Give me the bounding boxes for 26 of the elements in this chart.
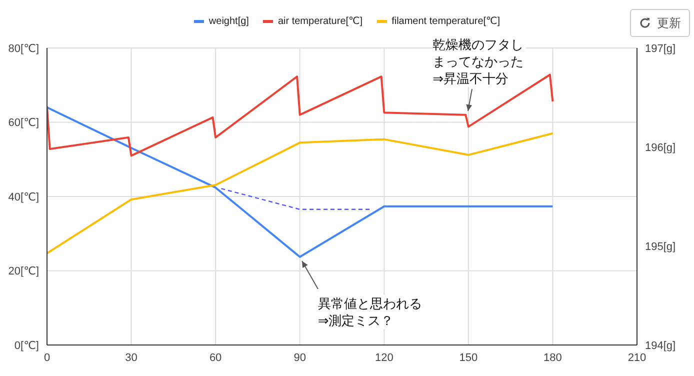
y2-tick-label: 195[g] — [645, 240, 676, 253]
y2-tick-label: 194[g] — [645, 340, 676, 352]
legend-label: air temperature[℃] — [278, 16, 363, 27]
y2-tick-label: 197[g] — [645, 42, 676, 55]
y-tick-label: 60[℃] — [8, 117, 39, 130]
x-tick-label: 210 — [628, 352, 646, 364]
y-tick-label: 0[℃] — [14, 340, 39, 352]
x-tick-label: 120 — [374, 352, 394, 364]
x-tick-label: 0 — [44, 352, 50, 364]
line-series — [47, 106, 554, 258]
line-series — [47, 74, 554, 157]
annotation: 異常値と思われる⇒測定ミス？ — [318, 295, 424, 329]
refresh-button: 更新 — [630, 9, 690, 37]
y2-tick-label: 196[g] — [645, 142, 676, 154]
x-tick-label: 150 — [459, 352, 478, 364]
legend-label: filament temperature[℃] — [392, 16, 500, 27]
y-tick-label: 80[℃] — [8, 42, 39, 55]
x-tick-label: 30 — [125, 352, 138, 364]
y-tick-label: 20[℃] — [8, 266, 39, 278]
x-tick-label: 60 — [209, 352, 222, 364]
y-tick-label: 40[℃] — [8, 191, 39, 204]
line-series — [47, 132, 554, 254]
annotation: 乾燥機のフタしまってなかった⇒昇温不十分 — [432, 36, 526, 87]
x-tick-label: 180 — [544, 352, 562, 364]
legend-label: weight[g] — [208, 16, 249, 27]
x-tick-label: 90 — [294, 352, 306, 364]
